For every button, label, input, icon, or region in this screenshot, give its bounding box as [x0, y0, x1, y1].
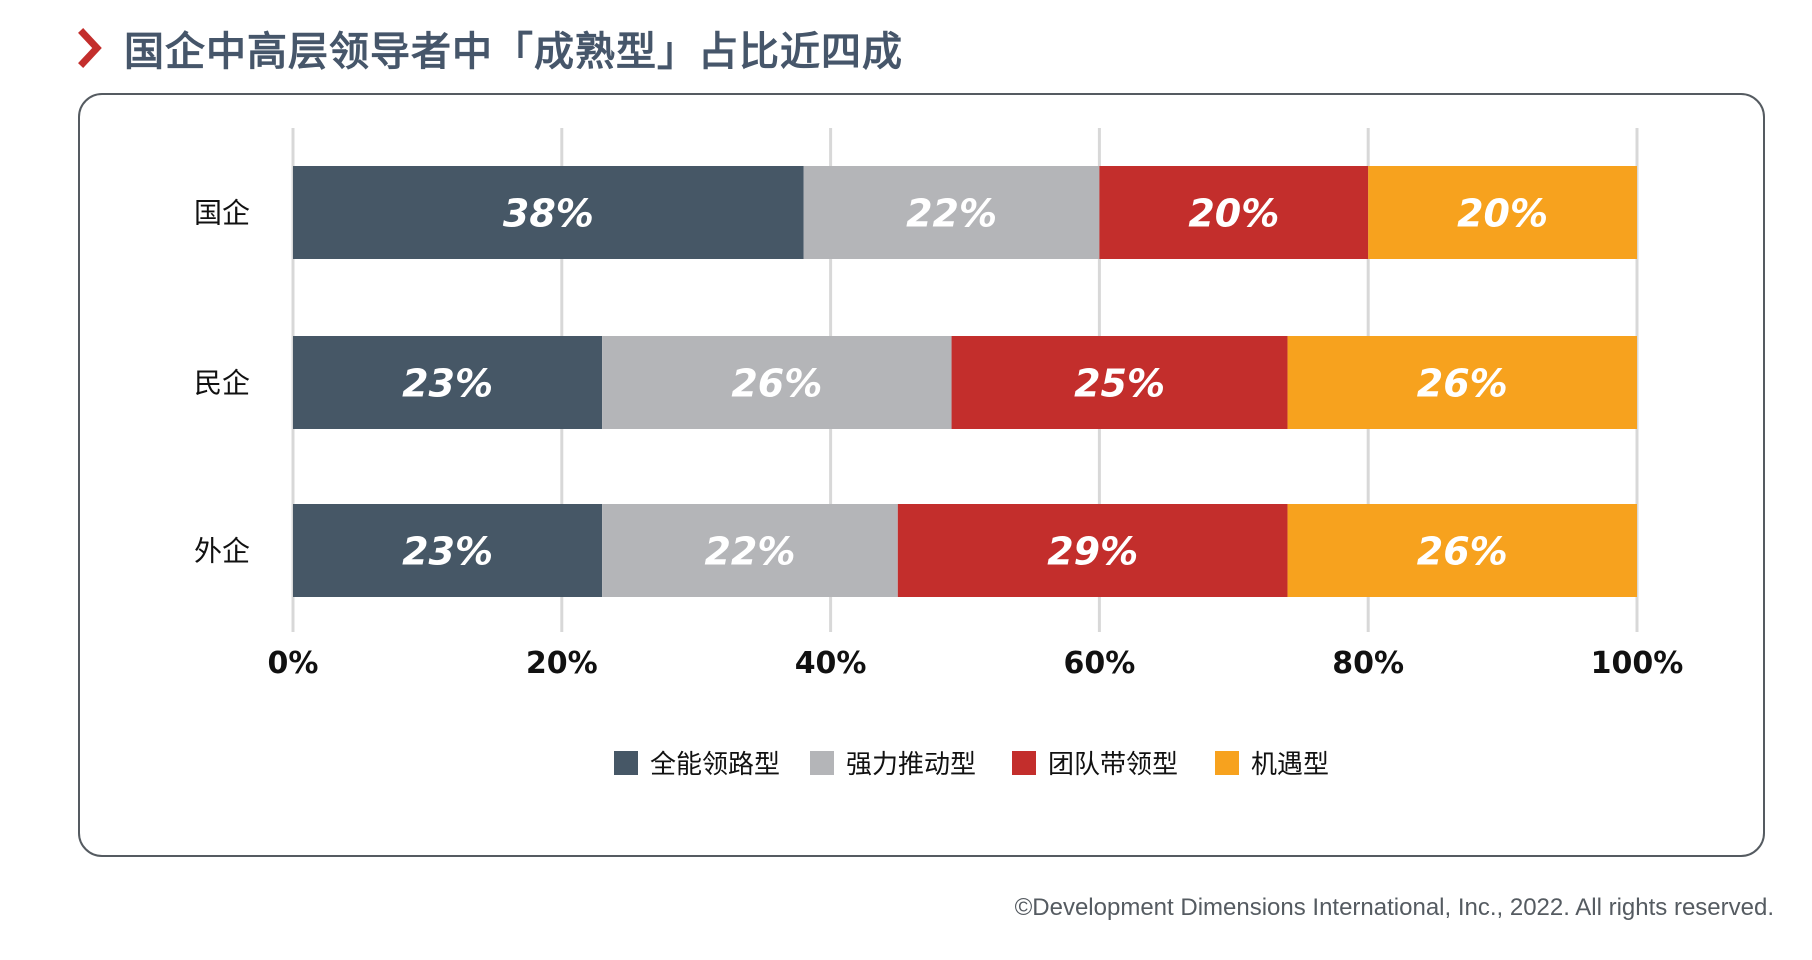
data-label: 20%	[1457, 192, 1548, 236]
data-label: 25%	[1074, 362, 1165, 406]
category-label: 外企	[194, 535, 250, 568]
x-tick-label: 60%	[1063, 646, 1135, 681]
legend-label: 全能领路型	[650, 750, 780, 780]
data-label: 29%	[1047, 530, 1138, 574]
bar-segment	[293, 166, 804, 259]
data-label: 26%	[1417, 362, 1508, 406]
bar-segment	[1099, 166, 1369, 259]
bar-segment	[951, 336, 1288, 429]
bar-segment	[1287, 504, 1637, 597]
legend-label: 机遇型	[1251, 750, 1329, 780]
data-label: 23%	[402, 362, 493, 406]
data-label: 26%	[1417, 530, 1508, 574]
data-label: 22%	[906, 192, 997, 236]
bar-segment	[1287, 336, 1637, 429]
x-tick-label: 100%	[1591, 646, 1684, 681]
x-tick-label: 20%	[526, 646, 598, 681]
bar-segment	[293, 504, 603, 597]
data-label: 38%	[503, 192, 594, 236]
x-tick-label: 80%	[1332, 646, 1404, 681]
bar-segment	[803, 166, 1100, 259]
bar-segment	[1368, 166, 1637, 259]
bar-segment	[602, 336, 952, 429]
legend-label: 强力推动型	[846, 750, 976, 780]
page-title: 国企中高层领导者中「成熟型」占比近四成	[76, 18, 903, 78]
data-label: 20%	[1188, 192, 1279, 236]
x-tick-label: 0%	[268, 646, 319, 681]
category-label: 民企	[194, 367, 250, 400]
bar-segment	[602, 504, 898, 597]
bar-segment	[897, 504, 1288, 597]
legend-label: 团队带领型	[1048, 750, 1178, 780]
legend-swatch	[1012, 751, 1036, 775]
bar-segment	[293, 336, 603, 429]
legend-swatch	[810, 751, 834, 775]
chevron-right-icon	[78, 28, 102, 68]
category-label: 国企	[194, 197, 250, 230]
legend-swatch	[1215, 751, 1239, 775]
copyright-text: ©Development Dimensions International, I…	[1014, 894, 1774, 921]
data-label: 22%	[704, 530, 795, 574]
legend-swatch	[614, 751, 638, 775]
chart-title: 国企中高层领导者中「成熟型」占比近四成	[124, 29, 903, 75]
x-tick-label: 40%	[795, 646, 867, 681]
data-label: 23%	[402, 530, 493, 574]
data-label: 26%	[731, 362, 822, 406]
chart-frame	[78, 93, 1765, 857]
